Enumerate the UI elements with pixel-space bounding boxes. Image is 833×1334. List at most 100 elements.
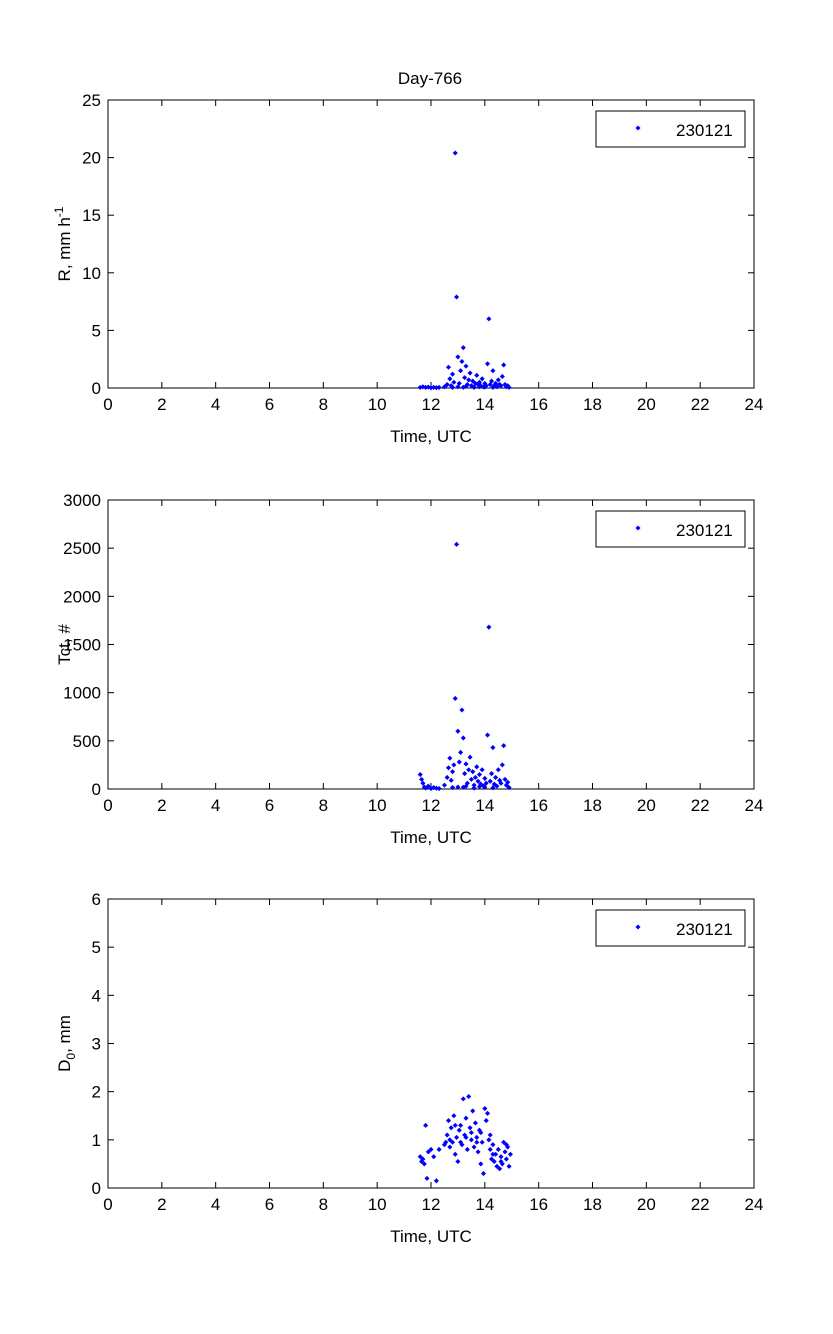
- x-tick-label: 18: [583, 796, 602, 815]
- data-point: [447, 1137, 453, 1143]
- data-point: [454, 541, 460, 547]
- x-tick-label: 4: [211, 1195, 220, 1214]
- data-point: [444, 381, 450, 388]
- y-tick-label: 5: [92, 321, 101, 340]
- panel-total-count: 0 2 4 6 8 10 12 14 16 18 20 22 240500100015002000250…: [55, 491, 763, 847]
- data-point: [503, 1156, 509, 1162]
- data-point: [486, 316, 492, 322]
- data-point: [455, 354, 461, 360]
- x-tick-label: 14: [475, 395, 494, 414]
- data-point: [501, 743, 507, 749]
- x-tick-label: 22: [691, 395, 710, 414]
- data-point: [447, 755, 453, 761]
- data-point: [455, 384, 461, 390]
- x-axis-label: Time, UTC: [390, 1227, 472, 1246]
- x-tick-label: 18: [583, 1195, 602, 1214]
- data-point: [495, 377, 501, 383]
- data-point: [460, 735, 466, 741]
- data-point: [476, 772, 482, 778]
- data-point: [431, 1154, 437, 1160]
- data-point: [467, 1125, 473, 1131]
- data-point: [445, 364, 452, 370]
- y-axis-label: R, mm h-1: [52, 206, 74, 281]
- panel-rain-rate: Day-766 0 2 4 6 8 10 12 14 16 18 20 22 240510152025 …: [52, 69, 763, 446]
- data-point: [471, 785, 477, 791]
- data-point: [493, 1151, 499, 1157]
- y-tick-label: 2: [92, 1083, 101, 1102]
- data-point: [452, 1122, 458, 1128]
- data-point: [476, 784, 482, 790]
- data-point: [441, 782, 448, 788]
- x-tick-label: 4: [211, 796, 220, 815]
- data-point: [478, 1161, 484, 1167]
- x-tick-label: 24: [745, 796, 764, 815]
- y-axis-label-subscript: 0: [64, 1053, 78, 1060]
- data-point: [417, 1154, 423, 1160]
- x-tick-label: 6: [265, 1195, 274, 1214]
- y-tick-label: 15: [82, 206, 101, 225]
- y-tick-label: 500: [73, 732, 101, 751]
- y-tick-label: 3: [92, 1035, 101, 1054]
- y-axis-label-text: D: [55, 1060, 74, 1072]
- data-point: [482, 1105, 488, 1112]
- data-point: [471, 384, 477, 390]
- x-tick-label: 16: [529, 1195, 548, 1214]
- x-tick-label: 20: [637, 1195, 656, 1214]
- data-point: [489, 1156, 495, 1162]
- legend-marker: [635, 525, 641, 531]
- x-tick-label: 8: [319, 1195, 328, 1214]
- plot-area: 0 2 4 6 8 10 12 14 16 18 20 22 240500100015002000250…: [63, 491, 763, 815]
- data-point: [507, 1151, 513, 1157]
- y-tick-label: 1: [92, 1131, 101, 1150]
- data-point: [474, 372, 480, 378]
- legend-label: 230121: [676, 521, 733, 540]
- legend: 230121: [595, 110, 746, 148]
- y-axis-label: D0, mm: [55, 1015, 78, 1072]
- x-tick-label: 4: [211, 395, 220, 414]
- data-point: [484, 361, 491, 367]
- x-tick-label: 14: [475, 1195, 494, 1214]
- data-point: [506, 384, 512, 390]
- axes-frame: [107, 499, 755, 790]
- x-tick-label: 8: [319, 796, 328, 815]
- legend-label: 230121: [676, 121, 733, 140]
- y-tick-label: 0: [92, 780, 101, 799]
- x-tick-label: 22: [691, 1195, 710, 1214]
- data-point: [472, 1120, 478, 1126]
- y-axis-label-suffix: , mm: [55, 1015, 74, 1053]
- y-axis-label-superscript: -1: [52, 206, 66, 217]
- x-tick-label: 20: [637, 395, 656, 414]
- data-point: [472, 774, 478, 780]
- legend-box: [595, 510, 746, 548]
- x-tick-label: 10: [368, 796, 387, 815]
- data-point: [466, 1093, 472, 1100]
- data-point: [436, 785, 442, 792]
- data-point: [421, 1161, 427, 1167]
- data-point: [491, 1158, 497, 1165]
- data-point: [456, 759, 462, 765]
- data-point: [487, 1132, 493, 1138]
- legend-label: 230121: [676, 920, 733, 939]
- data-point: [487, 1146, 493, 1153]
- data-point: [490, 368, 496, 374]
- y-tick-label: 10: [82, 264, 101, 283]
- data-point: [462, 375, 468, 381]
- data-point: [478, 1130, 484, 1136]
- data-point: [451, 1113, 457, 1119]
- y-tick-label: 1000: [63, 684, 101, 703]
- y-axis-label-text: Tct, #: [55, 624, 74, 665]
- data-point: [468, 1130, 474, 1136]
- data-point: [449, 384, 456, 390]
- legend-box: [595, 909, 746, 947]
- data-point: [448, 1125, 454, 1131]
- x-tick-label: 22: [691, 796, 710, 815]
- data-point: [463, 363, 469, 369]
- x-tick-label: 2: [157, 395, 166, 414]
- data-point: [458, 368, 464, 374]
- y-tick-label: 0: [92, 379, 101, 398]
- data-point: [471, 782, 477, 788]
- data-point: [449, 371, 456, 377]
- data-point: [498, 383, 504, 389]
